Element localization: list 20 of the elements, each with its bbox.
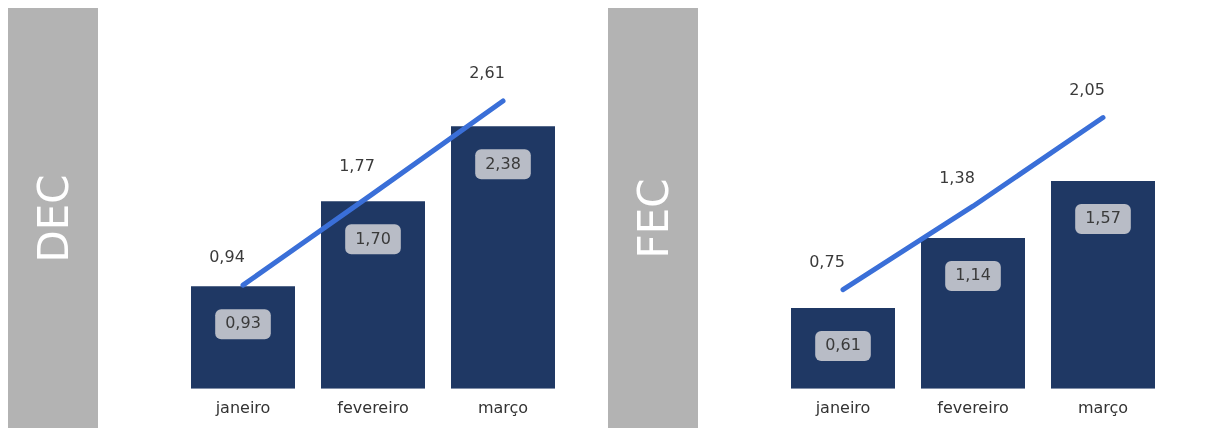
- x-tick-label: janeiro: [214, 397, 271, 417]
- y-axis-title: DEC: [28, 173, 78, 263]
- x-tick-label: fevereiro: [337, 397, 409, 417]
- x-tick-label: fevereiro: [937, 397, 1009, 417]
- data-label: 2,61: [469, 63, 505, 83]
- data-label: 2,05: [1069, 79, 1105, 99]
- data-label: 0,94: [209, 247, 245, 267]
- data-label: 1,38: [939, 168, 975, 188]
- data-label: 1,70: [355, 228, 391, 248]
- data-label: 1,57: [1085, 208, 1121, 228]
- y-axis-title: FEC: [628, 177, 678, 259]
- data-label: 0,93: [225, 313, 261, 333]
- data-label: 2,38: [485, 153, 521, 173]
- x-tick-label: janeiro: [814, 397, 871, 417]
- x-tick-label: março: [477, 397, 529, 417]
- x-tick-label: março: [1077, 397, 1129, 417]
- data-label: 0,61: [825, 335, 861, 355]
- data-label: 1,14: [955, 265, 991, 285]
- data-label: 1,77: [339, 155, 375, 175]
- data-label: 0,75: [809, 251, 845, 271]
